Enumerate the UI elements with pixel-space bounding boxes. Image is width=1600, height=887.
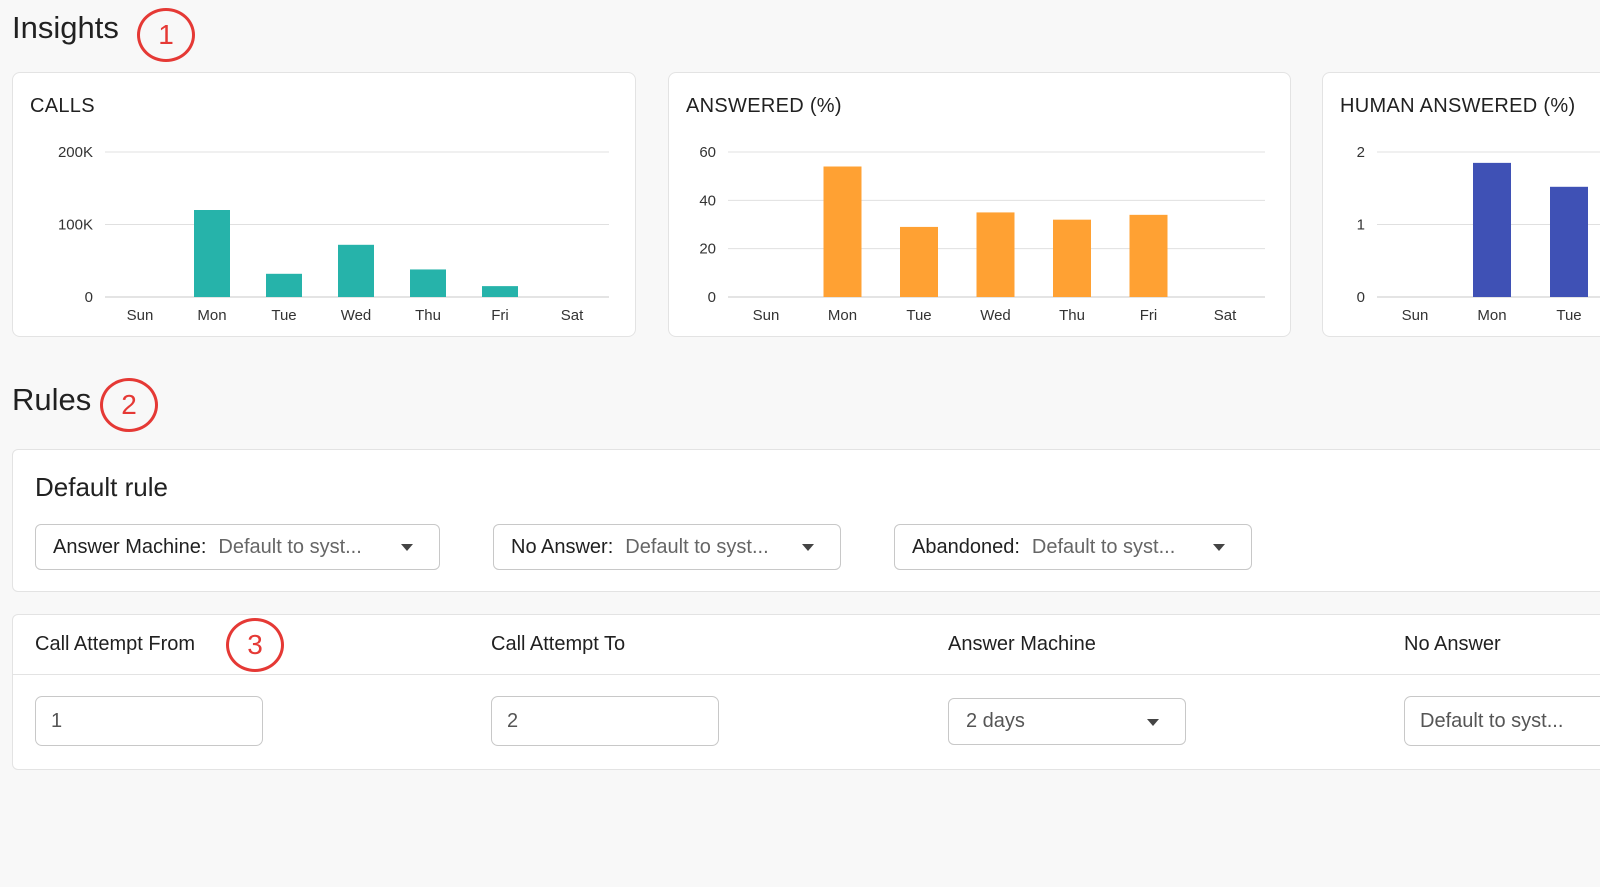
x-tick-label: Wed [980,307,1011,324]
select-value: 2 days [966,710,1025,732]
select-label: Answer Machine: [53,535,207,558]
callout-marker-3: 3 [226,618,284,672]
x-tick-label: Sun [753,307,780,324]
x-tick-label: Thu [415,307,441,324]
answer-machine-default-select[interactable]: Answer Machine: Default to syst... [35,524,440,570]
chart-calls: 0 100K 200K Sun Mon Tue Wed Thu Fri Sat [58,144,609,324]
x-tick-label: Sun [127,307,154,324]
rules-table-panel: Call Attempt From 3 Call Attempt To Answ… [12,614,1600,770]
chart-answered: 0 20 40 60 Sun Mon Tue Wed Thu Fri Sat [699,144,1265,324]
chart-card-human-answered: HUMAN ANSWERED (%) 0 1 2 Sun Mon Tue [1322,72,1600,337]
x-tick-label: Wed [341,307,372,324]
callout-marker-1: 1 [137,8,195,62]
x-tick-label: Fri [491,307,509,324]
x-tick-label: Mon [828,307,857,324]
select-value: Default to syst... [625,535,769,558]
bar-mon [823,166,862,297]
select-value: Default to syst... [1420,709,1564,732]
chevron-down-icon [401,544,413,551]
no-answer-default-select[interactable]: No Answer: Default to syst... [493,524,841,570]
column-header-answer-machine: Answer Machine [948,633,1096,655]
answer-machine-select[interactable]: 2 days [948,698,1186,745]
bar-thu [410,269,446,297]
chevron-down-icon [1213,544,1225,551]
x-tick-label: Tue [1556,307,1581,324]
bar-fri [482,286,518,297]
y-tick-label: 1 [1357,217,1365,234]
callout-marker-2: 2 [100,378,158,432]
no-answer-select[interactable]: Default to syst... [1404,696,1600,746]
x-tick-label: Tue [906,307,931,324]
table-divider [13,674,1600,675]
y-tick-label: 100K [58,217,93,234]
bar-mon [194,210,230,297]
x-tick-label: Mon [197,307,226,324]
y-tick-label: 60 [699,144,716,161]
chart-card-answered: ANSWERED (%) 0 20 40 60 Sun Mon Tue Wed Thu Fri Sa… [668,72,1291,337]
chevron-down-icon [802,544,814,551]
input-value: 1 [51,709,63,732]
x-tick-label: Mon [1477,307,1506,324]
bar-fri [1129,214,1168,297]
x-tick-label: Fri [1140,307,1158,324]
y-tick-label: 0 [708,289,716,306]
y-tick-label: 0 [1357,289,1365,306]
select-value: Default to syst... [1031,535,1176,558]
chart-card-calls: CALLS 0 100K 200K Sun Mon Tue Wed Thu Fri Sat [12,72,636,337]
rules-title: Rules [12,382,92,417]
y-tick-label: 200K [58,144,93,161]
x-tick-label: Tue [271,307,296,324]
bar-thu [1053,219,1091,297]
x-tick-label: Thu [1059,307,1085,324]
column-header-no-answer: No Answer [1404,633,1501,655]
select-label: Abandoned: [912,535,1020,558]
chart-title-answered: ANSWERED (%) [686,95,842,117]
chart-title-calls: CALLS [30,95,95,117]
x-tick-label: Sat [1214,307,1237,324]
y-tick-label: 0 [85,289,93,306]
bar-tue [266,273,302,297]
y-tick-label: 40 [699,192,716,209]
bar-wed [976,212,1015,297]
x-tick-label: Sun [1402,307,1429,324]
default-rule-title: Default rule [35,472,168,502]
select-label: No Answer: [511,535,614,558]
input-value: 2 [507,709,519,732]
call-attempt-to-input[interactable]: 2 [491,696,719,746]
x-tick-label: Sat [561,307,584,324]
default-rule-panel: Default rule Answer Machine: Default to … [12,449,1600,592]
abandoned-default-select[interactable]: Abandoned: Default to syst... [894,524,1252,570]
insights-title: Insights [12,10,119,45]
bar-tue [1550,186,1588,297]
bar-mon [1473,162,1511,297]
chart-human-answered: 0 1 2 Sun Mon Tue [1357,144,1600,324]
y-tick-label: 20 [699,241,716,258]
select-value: Default to syst... [218,535,362,558]
bar-tue [900,226,938,297]
column-header-call-attempt-to: Call Attempt To [491,633,626,655]
call-attempt-from-input[interactable]: 1 [35,696,263,746]
column-header-call-attempt-from: Call Attempt From [35,633,196,655]
chevron-down-icon [1147,719,1159,726]
y-tick-label: 2 [1357,144,1365,161]
chart-title-human-answered: HUMAN ANSWERED (%) [1340,95,1576,117]
bar-wed [338,244,374,297]
